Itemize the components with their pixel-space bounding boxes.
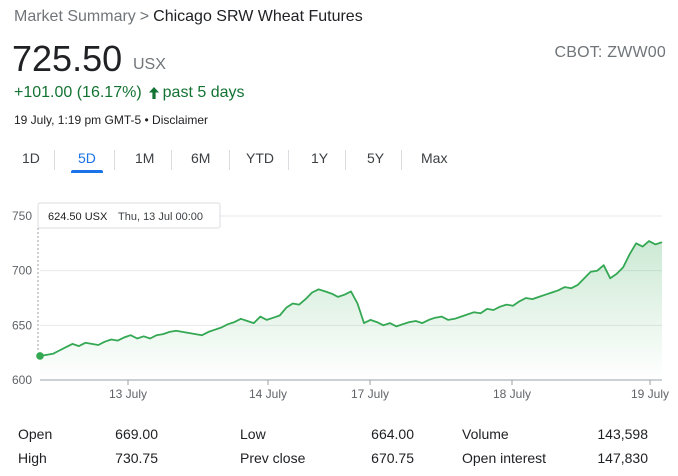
y-tick-label: 650 <box>12 318 32 332</box>
price-change: +101.00 (16.17%) past 5 days <box>14 84 244 102</box>
tab-6m[interactable]: 6M <box>191 150 211 166</box>
stat-open-interest-value: 147,830 <box>597 450 648 466</box>
price-chart[interactable]: 750 700 650 600 13 July 14 July 17 July 18 Jul… <box>0 190 678 415</box>
tooltip-date: Thu, 13 Jul 00:00 <box>118 211 203 223</box>
tab-divider <box>54 150 55 170</box>
arrow-up-icon <box>148 86 160 100</box>
stat-volume-value: 143,598 <box>597 426 648 442</box>
x-tick-label: 18 July <box>493 387 531 401</box>
y-tick-label: 600 <box>12 373 32 387</box>
stat-open-value: 669.00 <box>115 426 158 442</box>
breadcrumb-current-page: Chicago SRW Wheat Futures <box>153 8 363 25</box>
tab-5y[interactable]: 5Y <box>367 150 385 166</box>
tab-ytd[interactable]: YTD <box>246 150 274 166</box>
stat-low-label: Low <box>240 426 266 442</box>
price-currency: USX <box>133 56 166 73</box>
series-start-point <box>36 352 44 360</box>
change-value: +101.00 (16.17%) <box>14 84 142 101</box>
y-axis-labels: 750 700 650 600 <box>12 209 32 387</box>
breadcrumb-separator: > <box>139 8 150 25</box>
stat-open-label: Open <box>18 426 53 442</box>
range-tabs: 1D 5D 1M 6M YTD 1Y 5Y Max <box>0 150 678 174</box>
x-axis-labels: 13 July 14 July 17 July 18 July 19 July <box>109 380 669 401</box>
tab-divider <box>345 150 346 170</box>
exchange-symbol: CBOT: ZWW00 <box>554 44 666 61</box>
x-tick-label: 14 July <box>249 387 287 401</box>
change-period: past 5 days <box>162 84 245 101</box>
y-tick-label: 700 <box>12 264 32 278</box>
current-price: 725.50 <box>12 38 123 79</box>
tab-divider <box>401 150 402 170</box>
tab-1m[interactable]: 1M <box>135 150 155 166</box>
tab-divider <box>171 150 172 170</box>
tab-divider <box>288 150 289 170</box>
series-line <box>39 240 663 357</box>
tooltip-value: 624.50 USX <box>48 211 108 223</box>
tab-divider <box>114 150 115 170</box>
breadcrumb-market-summary[interactable]: Market Summary <box>14 8 136 25</box>
tab-5d[interactable]: 5D <box>71 150 103 173</box>
stat-open-interest-label: Open interest <box>462 450 547 466</box>
stat-high-label: High <box>18 450 47 466</box>
stat-volume-label: Volume <box>462 426 509 442</box>
stat-prev-close-label: Prev close <box>240 450 306 466</box>
stat-low-value: 664.00 <box>371 426 414 442</box>
x-tick-label: 13 July <box>109 387 147 401</box>
tab-1y[interactable]: 1Y <box>311 150 329 166</box>
tab-1d[interactable]: 1D <box>22 150 40 166</box>
breadcrumb: Market Summary > Chicago SRW Wheat Futures <box>14 8 363 26</box>
tab-max[interactable]: Max <box>421 150 448 166</box>
x-tick-label: 19 July <box>631 387 669 401</box>
series-area <box>40 241 662 380</box>
tab-divider <box>229 150 230 170</box>
stat-prev-close-value: 670.75 <box>371 450 414 466</box>
quote-timestamp: 19 July, 1:19 pm GMT-5 • Disclaimer <box>14 113 209 127</box>
x-tick-label: 17 July <box>351 387 389 401</box>
hover-tooltip: 624.50 USX Thu, 13 Jul 00:00 <box>37 202 221 350</box>
y-tick-label: 750 <box>12 209 32 223</box>
stat-high-value: 730.75 <box>115 450 158 466</box>
